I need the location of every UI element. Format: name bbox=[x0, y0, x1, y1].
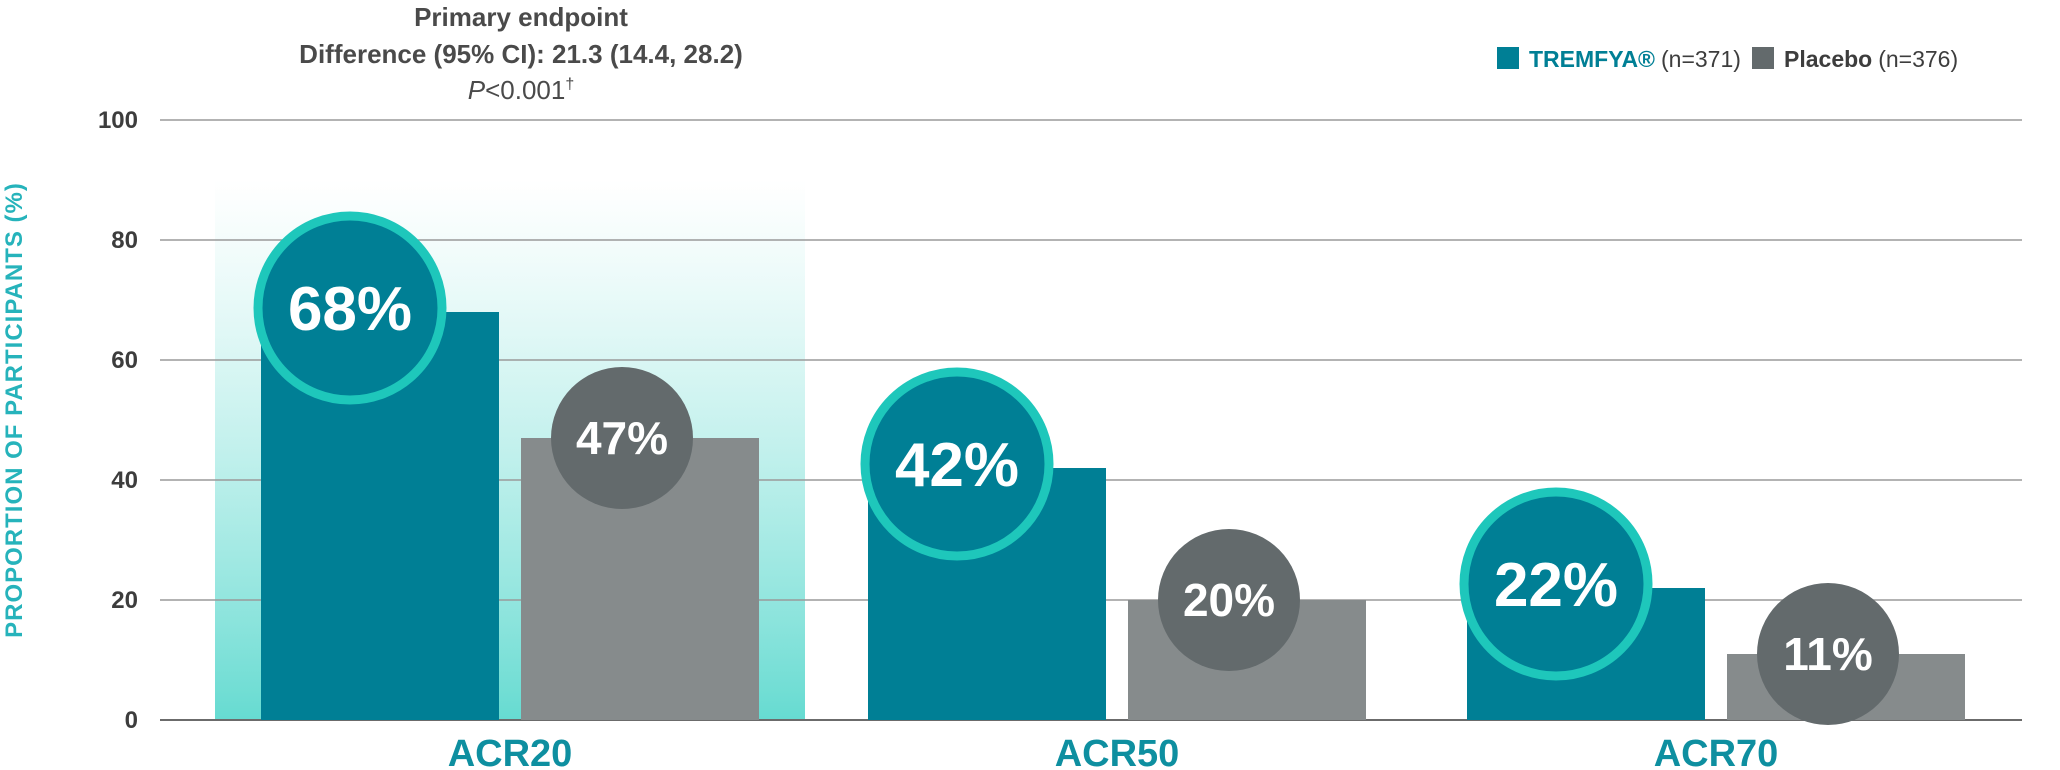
legend: TREMFYA® (n=371) Placebo (n=376) bbox=[1497, 46, 1958, 72]
category-label-acr20: ACR20 bbox=[448, 733, 573, 770]
annotation-difference: Difference (95% CI): 21.3 (14.4, 28.2) bbox=[299, 39, 743, 69]
y-tick-label: 20 bbox=[111, 587, 138, 614]
placebo-value-badge-acr50 bbox=[1158, 529, 1300, 671]
tremfya-value-label-acr50: 42% bbox=[895, 431, 1019, 500]
y-tick-label: 0 bbox=[125, 707, 138, 734]
y-tick-label: 80 bbox=[111, 227, 138, 254]
tremfya-value-label-acr20: 68% bbox=[288, 275, 412, 344]
legend-swatch-tremfya bbox=[1497, 47, 1519, 69]
tremfya-value-badge-acr50 bbox=[860, 367, 1054, 561]
legend-label-placebo: Placebo (n=376) bbox=[1784, 46, 1958, 72]
category-label-acr70: ACR70 bbox=[1654, 733, 1779, 770]
y-axis-label: PROPORTION OF PARTICIPANTS (%) bbox=[1, 182, 28, 638]
placebo-value-badge-acr70 bbox=[1757, 583, 1899, 725]
placebo-value-label-acr20: 47% bbox=[576, 412, 668, 464]
y-tick-label: 100 bbox=[98, 107, 138, 134]
tremfya-value-badge-acr20 bbox=[253, 211, 447, 405]
annotation-p-value: P<0.001† bbox=[468, 75, 575, 105]
annotation-title: Primary endpoint bbox=[414, 2, 628, 32]
legend-swatch-placebo bbox=[1752, 47, 1774, 69]
y-tick-label: 40 bbox=[111, 467, 138, 494]
placebo-value-badge-acr20 bbox=[551, 367, 693, 509]
tremfya-value-label-acr70: 22% bbox=[1494, 551, 1618, 620]
y-tick-label: 60 bbox=[111, 347, 138, 374]
placebo-value-label-acr70: 11% bbox=[1783, 628, 1873, 680]
placebo-value-label-acr50: 20% bbox=[1183, 574, 1275, 626]
primary-endpoint-annotation: Primary endpoint Difference (95% CI): 21… bbox=[299, 2, 743, 105]
category-label-acr50: ACR50 bbox=[1055, 733, 1180, 770]
legend-label-tremfya: TREMFYA® (n=371) bbox=[1529, 46, 1741, 72]
tremfya-value-badge-acr70 bbox=[1459, 487, 1653, 681]
